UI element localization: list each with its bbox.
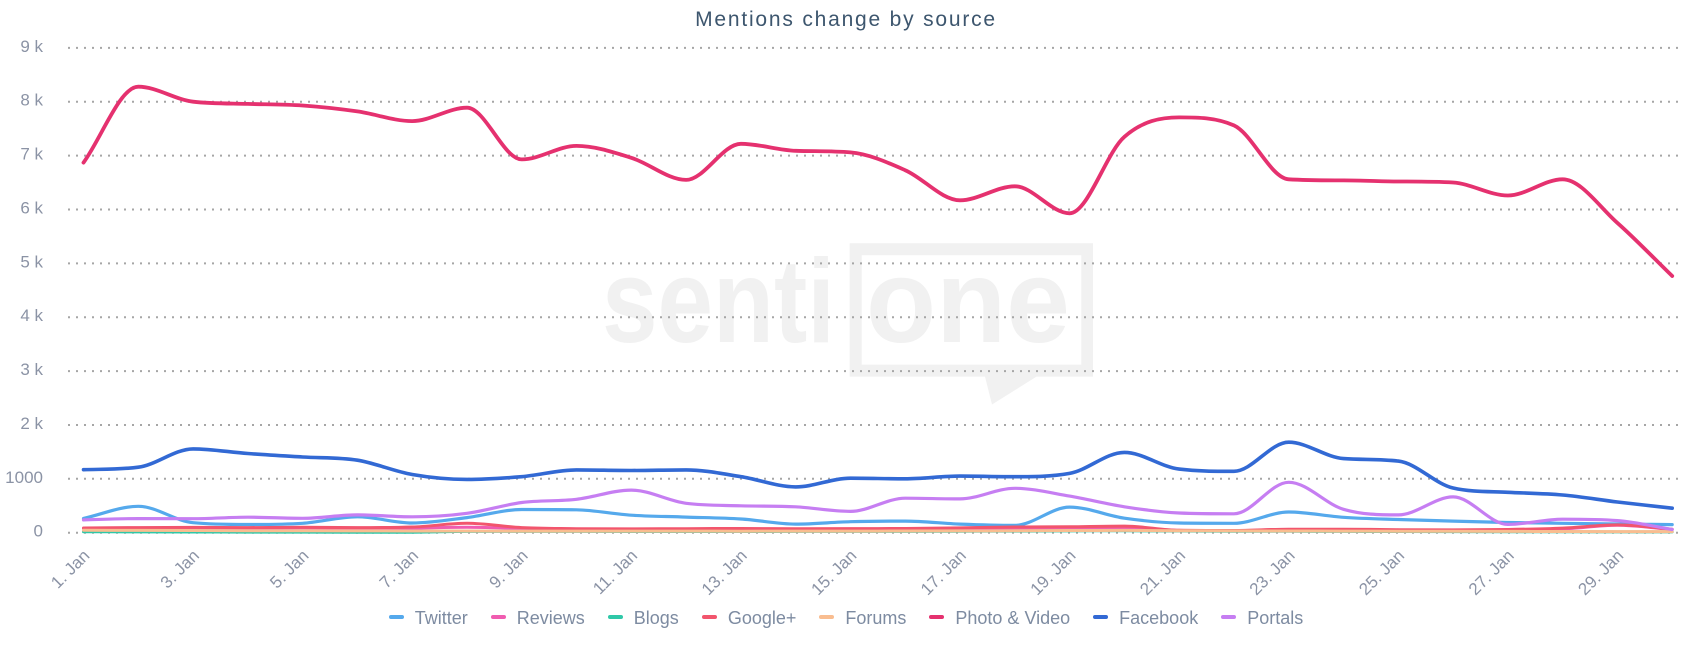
svg-text:3 k: 3 k <box>20 360 43 379</box>
svg-text:5 k: 5 k <box>20 252 43 271</box>
svg-text:0: 0 <box>34 522 43 541</box>
svg-text:3. Jan: 3. Jan <box>157 546 203 592</box>
svg-text:6 k: 6 k <box>20 199 43 218</box>
svg-text:one: one <box>866 235 1070 368</box>
svg-text:5. Jan: 5. Jan <box>266 546 312 592</box>
svg-text:23. Jan: 23. Jan <box>1246 546 1299 599</box>
svg-text:1. Jan: 1. Jan <box>47 546 93 592</box>
svg-text:9. Jan: 9. Jan <box>486 546 532 592</box>
svg-text:7 k: 7 k <box>20 145 43 164</box>
svg-text:senti: senti <box>602 235 835 368</box>
svg-text:29. Jan: 29. Jan <box>1574 546 1627 599</box>
svg-text:Mentions change by source: Mentions change by source <box>695 8 997 31</box>
svg-text:9 k: 9 k <box>20 37 43 56</box>
svg-text:4 k: 4 k <box>20 306 43 325</box>
svg-text:11. Jan: 11. Jan <box>589 546 641 598</box>
svg-text:19. Jan: 19. Jan <box>1027 546 1080 599</box>
svg-text:8 k: 8 k <box>20 91 43 110</box>
svg-text:15. Jan: 15. Jan <box>808 546 861 599</box>
svg-text:2 k: 2 k <box>20 414 43 433</box>
svg-text:17. Jan: 17. Jan <box>917 546 970 599</box>
svg-text:7. Jan: 7. Jan <box>376 546 422 592</box>
svg-text:13. Jan: 13. Jan <box>698 546 751 599</box>
svg-text:21. Jan: 21. Jan <box>1136 546 1189 599</box>
svg-text:27. Jan: 27. Jan <box>1465 546 1518 599</box>
svg-text:1000: 1000 <box>5 468 43 487</box>
svg-text:25. Jan: 25. Jan <box>1355 546 1408 599</box>
